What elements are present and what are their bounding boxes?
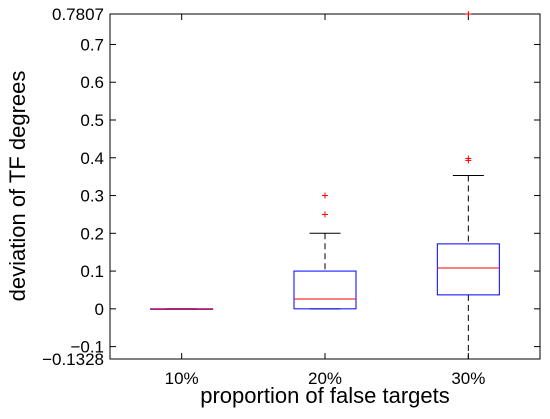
iqr-box [293, 270, 357, 310]
y-axis-title: deviation of TF degrees [5, 71, 30, 302]
x-tick-label: 30% [451, 369, 485, 388]
outlier-marker [465, 11, 472, 17]
y-tick-label: 0 [95, 300, 104, 319]
y-tick-label: −0.1328 [42, 350, 104, 369]
y-tick-label: 0.5 [80, 111, 104, 130]
plot-area [109, 13, 541, 360]
box-group-20pct [293, 192, 357, 310]
y-tick-label: −0.1 [70, 338, 104, 357]
outlier-marker [322, 211, 328, 218]
y-tick-label: 0.2 [80, 224, 104, 243]
y-tick-label: 0.6 [80, 73, 104, 92]
y-tick-label: 0.3 [80, 187, 104, 206]
box-group-10pct [150, 308, 214, 310]
x-tick-label: 20% [308, 369, 342, 388]
x-axis-title: proportion of false targets [200, 383, 449, 408]
y-tick-label: 0.7 [80, 35, 104, 54]
iqr-box [436, 243, 500, 296]
outlier-marker [322, 192, 328, 199]
box-group-30pct [436, 11, 500, 360]
y-tick-label: 0.4 [80, 149, 104, 168]
y-tick-label: 0.7807 [52, 5, 104, 24]
x-tick-label: 10% [165, 369, 199, 388]
outlier-marker [465, 155, 472, 162]
y-tick-label: 0.1 [80, 262, 104, 281]
